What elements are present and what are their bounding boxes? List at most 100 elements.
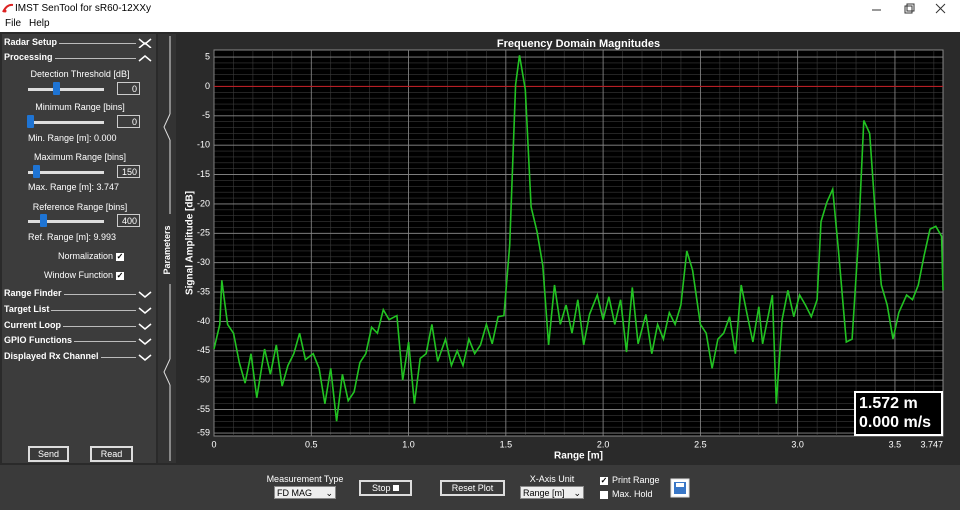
info-text: Max. Range [m]: 3.747 xyxy=(28,182,120,192)
xunit-select[interactable]: Range [m] ⌄ xyxy=(520,486,584,499)
y-tick-label: -30 xyxy=(197,257,210,267)
chevron xyxy=(138,55,152,62)
checkbox-label: Window Function xyxy=(43,270,113,280)
x-tick-label: 1.0 xyxy=(402,439,415,449)
checkbox[interactable]: ✓ xyxy=(600,475,608,485)
send-button[interactable]: Send xyxy=(28,446,69,462)
section-header[interactable]: Displayed Rx Channel xyxy=(4,351,154,363)
y-tick-label: -45 xyxy=(197,345,210,355)
y-tick-label: 0 xyxy=(205,81,210,91)
x-tick-label: 1.5 xyxy=(500,439,513,449)
section-title: GPIO Functions xyxy=(4,335,75,346)
y-tick-label: -59 xyxy=(197,427,210,437)
window-controls[interactable] xyxy=(868,2,958,16)
checkbox-row[interactable]: Max. Hold xyxy=(598,489,653,499)
chart-title: Frequency Domain Magnitudes xyxy=(497,38,660,50)
y-tick-label: -35 xyxy=(197,286,210,296)
section-title: Displayed Rx Channel xyxy=(4,351,101,362)
checkbox-row[interactable]: Window Function ✓ xyxy=(44,270,124,280)
x-tick-label: 3.0 xyxy=(791,439,804,449)
slider[interactable] xyxy=(28,214,104,227)
section-title: Target List xyxy=(4,303,52,314)
control-label: Minimum Range [bins] xyxy=(35,102,125,112)
button-label: Stop xyxy=(371,483,391,493)
section-header[interactable]: Current Loop xyxy=(4,319,154,332)
y-tick-label: -20 xyxy=(197,198,210,208)
chevron xyxy=(138,291,152,298)
y-tick-label: -25 xyxy=(197,228,210,238)
reset-button[interactable]: Reset Plot xyxy=(440,480,505,496)
select-value: FD MAG xyxy=(277,488,312,498)
slider[interactable] xyxy=(27,115,104,128)
checkbox[interactable]: ✓ xyxy=(116,270,124,280)
control-label: Maximum Range [bins] xyxy=(33,152,127,162)
x-tick-label: 3.5 xyxy=(889,439,902,449)
section-header[interactable]: Radar Setup xyxy=(4,37,154,49)
checkbox[interactable]: ✓ xyxy=(116,251,124,261)
readout-text: 1.572 m xyxy=(859,395,918,412)
read-button[interactable]: Read xyxy=(90,446,133,462)
tab-decor xyxy=(163,36,171,461)
chart: Frequency Domain Magnitudes 5 0 -5 -10 -15 -20… xyxy=(185,38,944,462)
menu-item[interactable]: File xyxy=(5,18,22,29)
section-title: Current Loop xyxy=(4,319,63,330)
plot-area xyxy=(213,49,944,437)
menu-item[interactable]: Help xyxy=(29,18,50,29)
sidebar xyxy=(2,34,156,463)
chevron xyxy=(138,307,152,314)
section-header[interactable]: Target List xyxy=(4,303,154,316)
value-input[interactable]: 0 xyxy=(117,115,140,128)
slider[interactable] xyxy=(28,165,104,178)
section-header[interactable]: Processing xyxy=(4,52,154,64)
y-axis-label: Signal Amplitude [dB] xyxy=(185,191,196,295)
x-tick-label: 2.0 xyxy=(597,439,610,449)
slider-knob[interactable] xyxy=(33,165,40,178)
section-title: Radar Setup xyxy=(4,37,60,47)
y-tick-label: -5 xyxy=(202,110,210,120)
checkbox-label: Max. Hold xyxy=(612,489,653,499)
x-axis-label: Range [m] xyxy=(554,451,603,462)
info-text: Min. Range [m]: 0.000 xyxy=(28,133,117,143)
sidebar-tab[interactable] xyxy=(158,34,176,463)
slider-knob[interactable] xyxy=(53,82,60,95)
stop-button[interactable]: Stop xyxy=(359,480,412,496)
y-tick-label: -40 xyxy=(197,316,210,326)
chevron xyxy=(138,323,152,330)
control-label: Detection Threshold [dB] xyxy=(30,69,130,79)
section-header[interactable]: GPIO Functions xyxy=(4,335,154,347)
checkbox-row[interactable]: ✓ Print Range xyxy=(598,475,660,485)
value-input[interactable]: 400 xyxy=(117,214,140,227)
slider-knob[interactable] xyxy=(40,214,47,227)
checkbox-row[interactable]: Normalization ✓ xyxy=(58,251,124,261)
readout-box xyxy=(854,391,943,436)
info-text: Ref. Range [m]: 9.993 xyxy=(28,232,117,242)
x-tick-label: 0.5 xyxy=(305,439,318,449)
signal-line xyxy=(213,55,944,422)
checkbox-label: Print Range xyxy=(612,475,660,485)
section-title: Processing xyxy=(4,52,55,62)
y-tick-label: -55 xyxy=(197,404,210,414)
xunit-label: X-Axis Unit xyxy=(529,474,575,484)
value-input[interactable]: 150 xyxy=(117,165,140,178)
slider[interactable] xyxy=(28,82,104,95)
save-icon-button[interactable] xyxy=(670,478,690,498)
checkbox-label: Normalization xyxy=(57,251,113,261)
checkbox[interactable] xyxy=(600,490,608,499)
section-header[interactable]: Range Finder xyxy=(4,288,154,300)
y-tick-label: -10 xyxy=(197,140,210,150)
measurement-label: Measurement Type xyxy=(266,474,344,484)
title-menu-area xyxy=(0,0,960,32)
slider-knob[interactable] xyxy=(27,115,34,128)
control-label: Reference Range [bins] xyxy=(32,202,128,212)
readout-text: 0.000 m/s xyxy=(859,414,931,431)
chevron xyxy=(138,338,152,346)
chevron xyxy=(138,38,152,48)
y-tick-label: -50 xyxy=(197,375,210,385)
measurement-select[interactable]: FD MAG ⌄ xyxy=(274,486,336,499)
app-icon xyxy=(2,3,14,13)
y-tick-label: 5 xyxy=(205,51,210,61)
value-input[interactable]: 0 xyxy=(117,82,140,95)
chevron xyxy=(138,354,152,362)
x-tick-label: 3.747 xyxy=(920,439,943,449)
